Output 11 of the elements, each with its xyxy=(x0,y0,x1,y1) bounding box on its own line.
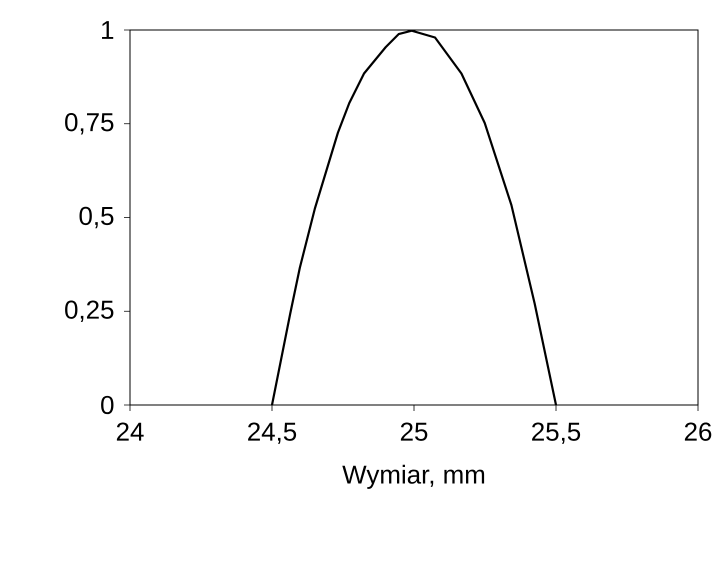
y-tick-label: 0,25 xyxy=(65,300,114,322)
x-axis-title: Wymiar, mm xyxy=(342,464,484,489)
x-tick-label: 25 xyxy=(400,422,428,441)
x-tick-label: 24,5 xyxy=(248,422,296,444)
x-tick-label: 24 xyxy=(116,422,144,441)
x-tick-label: 26 xyxy=(684,422,712,441)
y-tick-label: 0 xyxy=(101,396,114,414)
x-tick-label: 25,5 xyxy=(532,422,580,444)
y-tick-label: 0,75 xyxy=(65,113,114,134)
y-tick-label: 0,5 xyxy=(79,206,114,228)
y-tick-label: 1 xyxy=(102,21,114,39)
